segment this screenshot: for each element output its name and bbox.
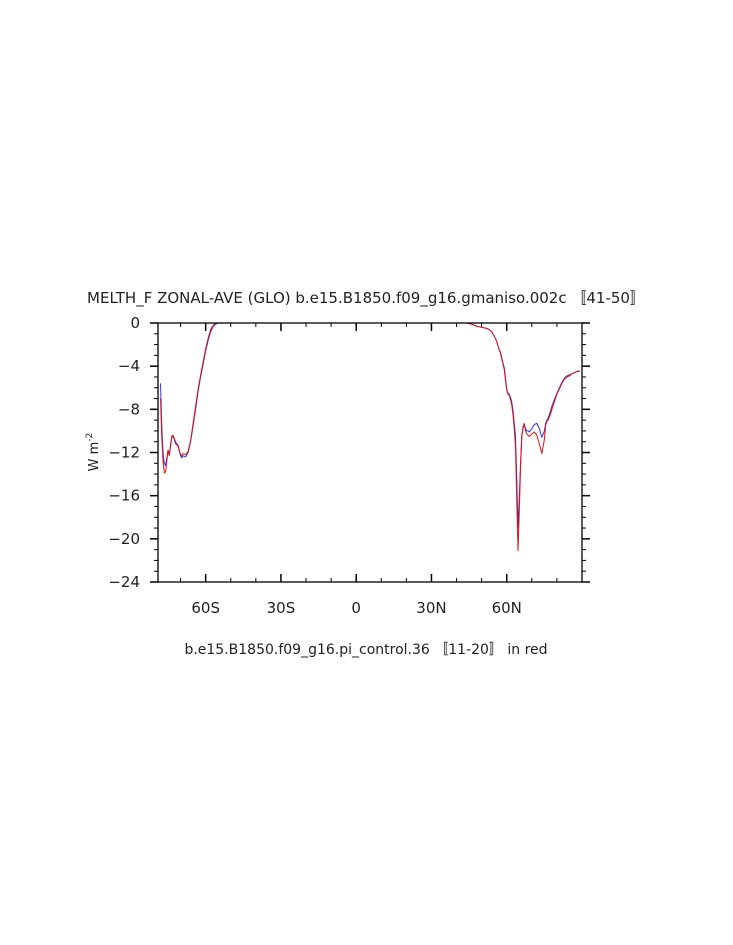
chart-title: MELTH_F ZONAL-AVE (GLO) b.e15.B1850.f09_… — [87, 289, 645, 308]
x-tick-label-4: 60N — [492, 599, 522, 617]
y-tick-label-6: −24 — [108, 573, 140, 591]
series-0-line-segment-1 — [466, 322, 580, 528]
series-1-line-segment-1 — [466, 322, 580, 552]
y-tick-label-2: −8 — [118, 400, 140, 418]
y-tick-label-4: −16 — [108, 487, 140, 505]
y-axis-label: W m-2 — [85, 433, 102, 472]
y-tick-label-0: 0 — [130, 314, 140, 332]
x-tick-label-1: 30S — [267, 599, 296, 617]
x-tick-label-3: 30N — [416, 599, 446, 617]
x-tick-label-0: 60S — [191, 599, 220, 617]
series-layer — [160, 322, 580, 552]
plot-frame — [157, 322, 583, 583]
x-tick-labels: 60S 30S 0 30N 60N — [191, 599, 522, 617]
tick-layer — [150, 322, 590, 583]
y-axis-label-exponent: -2 — [85, 433, 95, 442]
y-tick-label-5: −20 — [108, 530, 140, 548]
y-tick-label-1: −4 — [118, 357, 140, 375]
svg-text:W m-2: W m-2 — [85, 433, 102, 472]
y-tick-label-3: −12 — [108, 444, 140, 462]
y-axis-label-text: W m — [87, 442, 102, 472]
chart-subtitle: b.e15.B1850.f09_g16.pi_control.36 〚11-20… — [184, 642, 547, 658]
x-tick-label-2: 0 — [351, 599, 361, 617]
y-tick-labels: 0 −4 −8 −12 −16 −20 −24 — [108, 314, 140, 591]
series-1-line-segment-0 — [160, 322, 229, 474]
